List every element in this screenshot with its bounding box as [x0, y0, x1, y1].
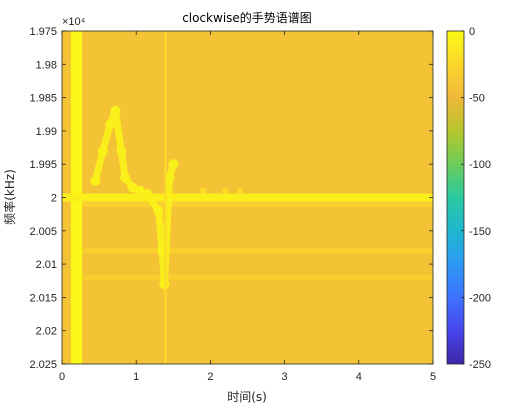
- spectrogram-dot: [237, 187, 244, 194]
- spectrogram-gesture-point: [168, 159, 179, 170]
- colorbar-tick-label: -250: [469, 359, 491, 371]
- spectrogram-vertical-band: [164, 31, 167, 364]
- colorbar-tick-label: 0: [469, 26, 475, 38]
- spectrogram-gesture-point: [90, 175, 101, 186]
- colorbar-tick-label: -100: [469, 159, 491, 171]
- colorbar-tick-label: -200: [469, 292, 491, 304]
- y-tick-label: 1.995: [29, 159, 57, 171]
- y-tick-label: 1.985: [29, 93, 57, 105]
- y-tick-label: 1.98: [36, 59, 57, 71]
- y-axis-label: 频率(kHz): [2, 169, 17, 225]
- spectrogram-gesture-point: [164, 172, 175, 183]
- x-tick-label: 5: [430, 371, 436, 383]
- y-tick-label: 2.005: [29, 226, 57, 238]
- y-tick-label: 1.99: [36, 126, 57, 138]
- x-tick-label: 0: [59, 371, 65, 383]
- y-tick-label: 2.025: [29, 359, 57, 371]
- x-tick-label: 1: [133, 371, 139, 383]
- y-tick-label: 1.975: [29, 26, 57, 38]
- colorbar-tick-label: -50: [469, 93, 485, 105]
- y-tick-label: 2.01: [36, 259, 57, 271]
- spectrogram-dot: [199, 187, 206, 194]
- spectrogram-plot: [62, 31, 433, 364]
- y-exponent-label: ×10⁴: [62, 16, 86, 28]
- spectrogram-gesture-point: [116, 145, 127, 156]
- y-tick-label: 2: [51, 193, 57, 205]
- spectrogram-gesture-point: [142, 189, 153, 200]
- x-axis: 0 1 2 3 4 5: [59, 31, 436, 383]
- x-axis-label: 时间(s): [227, 390, 267, 404]
- spectrogram-horizontal-line: [82, 248, 433, 254]
- chart-title: clockwise的手势语谱图: [182, 10, 312, 25]
- spectrogram-gesture-point: [120, 172, 131, 183]
- spectrogram-horizontal-line: [82, 201, 433, 208]
- colorbar: [446, 30, 465, 365]
- x-tick-label: 3: [282, 371, 288, 383]
- spectrogram-horizontal-line: [62, 193, 433, 202]
- colorbar-tick-label: -150: [469, 226, 491, 238]
- spectrogram-gesture-point: [110, 105, 121, 116]
- spectrogram-gesture-point: [153, 205, 164, 216]
- y-axis: 1.975 1.98 1.985 1.99 1.995 2 2.005 2.01 2.015 2.…: [29, 26, 433, 371]
- x-tick-label: 2: [207, 371, 213, 383]
- spectrogram-horizontal-line: [82, 274, 433, 280]
- spectrogram-gesture-point: [97, 145, 108, 156]
- spectrogram-dot: [222, 187, 229, 194]
- spectrogram-gesture-point: [105, 119, 116, 130]
- y-tick-label: 2.02: [36, 326, 57, 338]
- colorbar-axis: 0 -50 -100 -150 -200 -250: [461, 26, 491, 371]
- x-tick-label: 4: [356, 371, 362, 383]
- y-tick-label: 2.015: [29, 292, 57, 304]
